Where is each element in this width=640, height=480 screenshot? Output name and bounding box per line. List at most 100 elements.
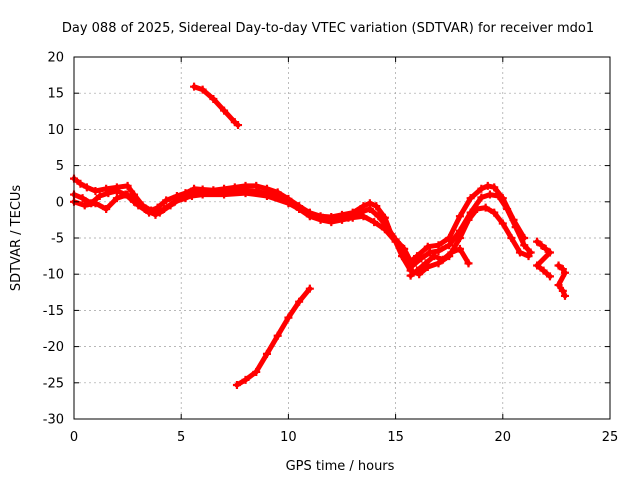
data-point (76, 179, 85, 188)
data-point (82, 183, 91, 192)
data-point (524, 252, 533, 261)
data-point (560, 268, 569, 277)
data-point (348, 213, 357, 222)
data-point (434, 247, 443, 256)
data-point (234, 121, 243, 130)
data-point (305, 212, 314, 221)
data-point (372, 202, 381, 211)
data-point (252, 181, 261, 190)
data-point (423, 242, 432, 251)
data-point (80, 201, 89, 210)
y-tick-label: 5 (56, 159, 64, 174)
series-track-e (533, 237, 554, 281)
data-point (220, 106, 229, 115)
data-point (445, 241, 454, 250)
data-point (533, 261, 542, 270)
data-point (406, 271, 415, 280)
x-tick-label: 5 (177, 430, 185, 445)
data-point (241, 189, 250, 198)
x-axis-title: GPS time / hours (286, 459, 395, 474)
data-point (477, 193, 486, 202)
data-point (112, 186, 121, 195)
data-point (447, 248, 456, 257)
data-point (102, 205, 111, 214)
x-tick-label: 15 (387, 430, 404, 445)
data-point (365, 205, 374, 214)
data-point (220, 190, 229, 199)
data-point (327, 218, 336, 227)
data-point (316, 215, 325, 224)
series-line (191, 84, 241, 128)
data-point (520, 241, 529, 250)
series-arc-lower (232, 284, 314, 389)
series-track-f (554, 261, 569, 300)
data-point (539, 266, 548, 275)
data-point (91, 186, 100, 195)
x-tick-label: 0 (70, 430, 78, 445)
series-line (234, 286, 313, 388)
data-point (503, 205, 512, 214)
y-tick-label: -5 (51, 232, 64, 247)
data-point (425, 248, 434, 257)
data-point (473, 205, 482, 214)
data-point (162, 196, 171, 205)
y-tick-label: -25 (43, 376, 64, 391)
x-tick-label: 10 (280, 430, 297, 445)
data-point (209, 94, 218, 103)
data-point (430, 252, 439, 261)
y-tick-label: 20 (47, 51, 64, 66)
data-point (438, 255, 447, 264)
data-point (533, 237, 542, 246)
data-point (398, 252, 407, 261)
data-point (545, 272, 554, 281)
axis-ticks: 0 5 10 15 20 25 20 15 10 5 0 -5 -10 -15 -20 -25 -30 (43, 51, 619, 446)
data-point (434, 259, 443, 268)
data-point (155, 208, 164, 217)
data-point (284, 199, 293, 208)
grid-lines (74, 57, 610, 419)
data-point (490, 183, 499, 192)
data-point (537, 241, 546, 250)
data-point (511, 223, 520, 232)
data-point (560, 291, 569, 300)
x-tick-label: 20 (495, 430, 512, 445)
data-point (166, 201, 175, 210)
data-point (464, 215, 473, 224)
data-point (515, 248, 524, 257)
data-point (359, 212, 368, 221)
data-point (391, 237, 400, 246)
data-point (262, 349, 271, 358)
data-point (417, 254, 426, 263)
y-tick-label: -30 (43, 413, 64, 428)
data-point (421, 259, 430, 268)
data-point (338, 215, 346, 224)
data-point (455, 212, 464, 221)
data-point (554, 261, 563, 270)
series-track-a (70, 174, 529, 268)
data-point (177, 194, 186, 203)
y-tick-label: 0 (56, 195, 64, 210)
data-point (145, 208, 154, 217)
data-point (380, 225, 389, 234)
data-point (78, 194, 87, 203)
data-point (374, 212, 383, 221)
data-point (466, 194, 475, 203)
data-point (464, 259, 473, 268)
data-point (455, 244, 464, 253)
data-point (190, 82, 199, 91)
y-axis-title: SDTVAR / TECUs (9, 185, 24, 292)
data-point (284, 313, 293, 322)
data-point (413, 266, 422, 275)
data-point (262, 192, 271, 201)
data-point (134, 201, 143, 210)
data-point (545, 248, 554, 257)
series-line (71, 190, 531, 277)
data-point (104, 189, 113, 198)
series-track-c (70, 189, 533, 279)
data-point (490, 208, 499, 217)
data-point (232, 380, 241, 389)
data-point (91, 199, 100, 208)
series-track-d (406, 244, 473, 280)
data-point (123, 190, 132, 199)
